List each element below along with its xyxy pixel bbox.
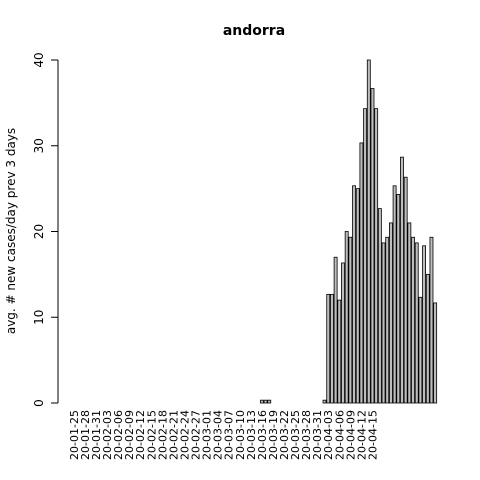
x-tick-label: 20-03-28 [300, 410, 313, 460]
x-tick-label: 20-02-24 [178, 410, 191, 460]
bars [259, 59, 438, 404]
x-tick-label: 20-04-06 [333, 410, 346, 460]
x-tick-label: 20-02-06 [112, 410, 125, 460]
bar [366, 59, 371, 404]
x-tick-label: 20-03-04 [212, 410, 225, 460]
bar [388, 222, 393, 404]
bar [403, 176, 408, 404]
x-tick-label: 20-03-16 [256, 410, 269, 460]
x-tick-label: 20-02-03 [101, 410, 114, 460]
x-tick-label: 20-03-31 [311, 410, 324, 460]
bar [267, 399, 272, 404]
bar [352, 185, 356, 404]
bar [263, 399, 268, 404]
bar [259, 399, 264, 404]
bar [363, 108, 368, 404]
y-tick-label: 0 [32, 399, 46, 407]
x-axis: 20-01-2520-01-2820-01-3120-02-0320-02-06… [68, 410, 380, 460]
x-tick-label: 20-02-15 [145, 410, 158, 460]
bar [341, 262, 345, 404]
x-tick-label: 20-02-27 [190, 410, 203, 460]
x-tick-label: 20-04-12 [355, 410, 368, 460]
bar [355, 188, 360, 404]
x-tick-label: 20-02-21 [167, 410, 180, 460]
x-tick-label: 20-01-28 [79, 410, 92, 460]
bar [322, 399, 327, 404]
y-axis: 0 10 20 30 40 [32, 52, 59, 407]
x-tick-label: 20-03-25 [289, 410, 302, 460]
bar [377, 208, 382, 404]
bar [396, 193, 401, 404]
bar [330, 293, 334, 404]
x-tick-label: 20-04-15 [366, 410, 379, 460]
bar [326, 293, 331, 404]
bar [359, 142, 364, 404]
bar [433, 302, 438, 404]
bar [348, 236, 353, 404]
y-tick-label: 30 [32, 138, 46, 153]
bar [381, 242, 386, 404]
x-tick-label: 20-01-31 [90, 410, 103, 460]
bar [344, 231, 349, 404]
y-axis-label: avg. # new cases/day prev 3 days [4, 128, 18, 334]
x-tick-label: 20-04-03 [322, 410, 335, 460]
chart-title: andorra [223, 23, 285, 39]
x-tick-label: 20-03-10 [234, 410, 247, 460]
bar [400, 156, 404, 404]
bar [392, 185, 397, 404]
bar [370, 88, 375, 404]
x-tick-label: 20-04-09 [344, 410, 357, 460]
x-tick-label: 20-03-07 [223, 410, 236, 460]
bar [411, 236, 415, 404]
bar [418, 296, 423, 404]
x-tick-label: 20-02-18 [156, 410, 169, 460]
x-tick-label: 20-03-19 [267, 410, 280, 460]
y-tick-label: 40 [32, 52, 46, 67]
x-tick-label: 20-03-22 [278, 410, 291, 460]
bar [414, 242, 419, 404]
y-tick-label: 20 [32, 224, 46, 239]
x-tick-label: 20-02-12 [134, 410, 147, 460]
bar [337, 299, 342, 404]
bar [422, 245, 426, 404]
x-tick-label: 20-02-09 [123, 410, 136, 460]
bar [425, 273, 430, 404]
x-tick-label: 20-03-01 [201, 410, 214, 460]
x-tick-label: 20-01-25 [68, 410, 81, 460]
bar [385, 236, 390, 404]
bar [374, 108, 379, 404]
y-tick-label: 10 [32, 310, 46, 325]
x-tick-label: 20-03-13 [245, 410, 258, 460]
bar [429, 236, 434, 404]
bar [333, 256, 338, 404]
bar [407, 222, 412, 404]
